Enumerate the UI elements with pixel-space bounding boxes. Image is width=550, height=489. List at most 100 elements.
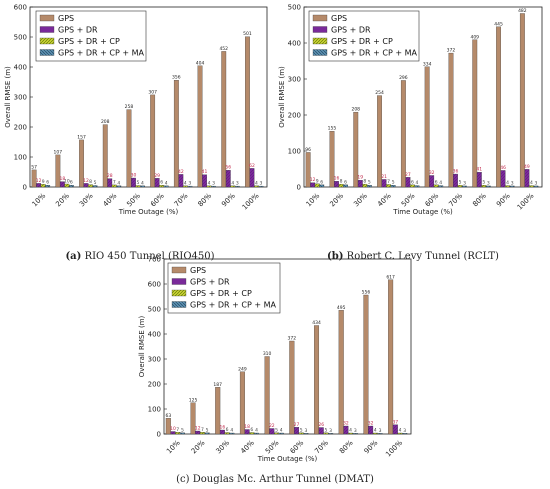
- legend-swatch-ma: [312, 49, 328, 56]
- y-tick-label: 100: [148, 406, 161, 414]
- caption-letter: (b): [327, 251, 343, 262]
- data-label-ma: 6: [46, 180, 49, 186]
- data-label-gps: 57: [31, 164, 37, 170]
- data-label-dr: 12: [195, 426, 201, 432]
- bar-gps: [239, 371, 245, 435]
- bar-gps: [388, 279, 394, 435]
- x-axis-label: Time Outage (%): [257, 455, 318, 463]
- data-label-ma: 3: [354, 428, 357, 434]
- data-label-gps: 125: [189, 397, 198, 403]
- y-tick-label: 700: [148, 256, 161, 264]
- y-tick-label: 300: [288, 76, 301, 84]
- x-tick-label: 90%: [220, 192, 237, 209]
- data-label-dr: 29: [154, 173, 160, 179]
- y-tick-label: 0: [157, 431, 161, 439]
- bar-dr: [36, 183, 42, 188]
- plot-frame: [163, 258, 412, 435]
- data-label-gps: 296: [399, 75, 408, 81]
- y-tick-label: 600: [14, 4, 27, 12]
- data-label-dr: 18: [59, 176, 65, 182]
- data-label-gps: 372: [447, 48, 456, 54]
- x-tick-label: 70%: [313, 439, 330, 456]
- caption-text: RIO 450 Tunnel (RIO450): [81, 251, 214, 262]
- data-label-ma: 5: [368, 180, 371, 186]
- x-tick-label: 10%: [31, 192, 48, 209]
- data-label-gps: 434: [312, 320, 321, 326]
- data-label-dr: 28: [107, 173, 113, 179]
- bar-dr: [244, 429, 250, 435]
- data-label-ma: 3: [188, 181, 191, 187]
- x-tick-label: 100%: [516, 192, 536, 212]
- bar-ma: [377, 433, 383, 435]
- y-tick-label: 600: [148, 281, 161, 289]
- x-axis-label: Time Outage (%): [392, 208, 453, 216]
- data-label-gps: 208: [101, 119, 110, 125]
- bar-gps: [126, 109, 132, 188]
- bar-dr: [131, 177, 136, 188]
- bar-ma: [254, 432, 259, 435]
- bar-gps: [377, 95, 382, 188]
- data-label-cp: 9: [316, 178, 319, 184]
- bar-dr: [318, 427, 324, 435]
- x-tick-label: 100%: [241, 192, 261, 212]
- bar-dr: [269, 428, 275, 435]
- y-tick-label: 100: [288, 148, 301, 156]
- bar-gps: [289, 340, 295, 435]
- bar-gps: [353, 111, 359, 188]
- data-label-dr: 10: [170, 426, 176, 432]
- data-label-gps: 307: [148, 89, 157, 95]
- y-tick-label: 200: [288, 112, 301, 120]
- bar-dr: [524, 169, 530, 188]
- data-label-dr: 46: [500, 165, 506, 171]
- legend-label-ma: GPS + DR + CP + MA: [190, 301, 277, 310]
- data-label-dr: 18: [244, 424, 250, 430]
- data-label-cp: 4: [231, 180, 234, 186]
- bar-gps: [165, 418, 171, 435]
- data-label-cp: 6: [160, 180, 163, 186]
- data-label-cp: 7: [387, 179, 390, 185]
- data-label-ma: 5: [206, 427, 209, 433]
- bar-gps: [190, 402, 196, 435]
- bar-gps: [363, 294, 369, 435]
- x-tick-label: 10%: [165, 439, 182, 456]
- x-tick-label: 60%: [149, 192, 166, 209]
- data-label-dr: 37: [392, 419, 398, 425]
- data-label-ma: 6: [320, 179, 323, 185]
- bar-dr: [334, 181, 339, 188]
- data-label-ma: 3: [403, 428, 406, 434]
- data-label-gps: 445: [494, 21, 503, 27]
- data-label-gps: 310: [263, 351, 272, 357]
- data-label-cp: 6: [411, 179, 414, 185]
- y-tick-label: 500: [148, 306, 161, 314]
- data-label-cp: 7: [176, 427, 179, 433]
- data-label-dr: 12: [83, 178, 89, 184]
- data-label-gps: 372: [288, 336, 297, 342]
- bar-gps: [519, 13, 525, 188]
- data-label-cp: 7: [201, 427, 204, 433]
- bar-ma: [328, 433, 334, 435]
- data-label-ma: 6: [70, 180, 73, 186]
- bar-dr: [154, 178, 160, 188]
- bar-gps: [400, 80, 406, 188]
- data-label-cp: 9: [42, 179, 45, 185]
- data-label-ma: 3: [463, 180, 466, 186]
- x-tick-label: 50%: [125, 192, 142, 209]
- legend-label-gps: GPS: [58, 14, 74, 23]
- bar-dr: [381, 179, 387, 188]
- y-tick-label: 0: [23, 184, 27, 192]
- data-label-cp: 8: [340, 179, 343, 185]
- bar-ma: [303, 433, 309, 435]
- data-label-cp: 5: [324, 427, 327, 433]
- data-label-cp: 4: [184, 180, 187, 186]
- legend-box: [308, 10, 420, 62]
- data-label-dr: 56: [225, 165, 231, 171]
- data-label-ma: 3: [329, 428, 332, 434]
- plot-frame: [303, 6, 543, 188]
- bar-ma: [319, 184, 325, 188]
- data-label-gps: 501: [243, 31, 252, 37]
- data-label-dr: 32: [429, 170, 435, 176]
- data-label-cp: 5: [300, 427, 303, 433]
- bar-ma: [229, 432, 235, 435]
- data-label-dr: 41: [476, 167, 482, 173]
